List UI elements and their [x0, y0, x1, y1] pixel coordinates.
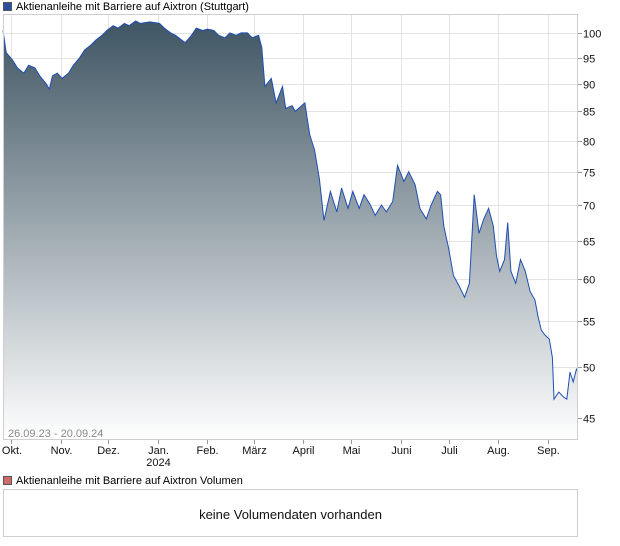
volume-empty-message: keine Volumendaten vorhanden [199, 507, 382, 522]
plot-frame [3, 14, 578, 440]
volume-panel: keine Volumendaten vorhanden [3, 489, 578, 537]
y-tick-label: 80 [583, 137, 595, 149]
y-tick-label: 100 [583, 29, 601, 41]
y-tick-label: 55 [583, 317, 595, 329]
x-tick-label: Jan. [148, 445, 169, 457]
x-tick-label: April [292, 445, 314, 457]
x-tick-label: Nov. [51, 445, 73, 457]
price-line [2, 20, 579, 401]
x-tick-label: Sep. [537, 445, 560, 457]
y-tick-label: 70 [583, 201, 595, 213]
y-tick-label: 60 [583, 275, 595, 287]
y-tick-label: 45 [583, 414, 595, 426]
price-area [3, 21, 578, 440]
x-tick-label: Juni [391, 445, 411, 457]
y-tick-label: 95 [583, 54, 595, 66]
x-tick-label: Dez. [97, 445, 120, 457]
x-tick-label: Feb. [196, 445, 218, 457]
y-tick-label: 90 [583, 80, 595, 92]
y-tick-label: 85 [583, 107, 595, 119]
x-tick-year-label: 2024 [146, 457, 170, 469]
volume-legend-label: Aktienanleihe mit Barriere auf Aixtron V… [16, 475, 243, 487]
date-range-label: 26.09.23 - 20.09.24 [8, 428, 103, 440]
price-legend: Aktienanleihe mit Barriere auf Aixtron (… [3, 1, 249, 13]
y-tick-label: 50 [583, 363, 595, 375]
x-tick-label: Mai [343, 445, 361, 457]
price-legend-swatch [3, 1, 12, 11]
x-tick-label: Okt. [2, 445, 22, 457]
price-chart: 100 95 90 85 80 75 70 65 60 55 50 45 Okt. Nov. Dez. Ja… [2, 14, 601, 469]
price-legend-label: Aktienanleihe mit Barriere auf Aixtron (… [16, 1, 249, 13]
x-tick-label: Juli [441, 445, 458, 457]
y-tick-label: 65 [583, 237, 595, 249]
volume-legend: Aktienanleihe mit Barriere auf Aixtron V… [3, 475, 243, 487]
x-tick-label: Aug. [487, 445, 510, 457]
volume-legend-swatch [3, 475, 12, 485]
y-tick-label: 75 [583, 168, 595, 180]
x-tick-label: März [242, 445, 266, 457]
